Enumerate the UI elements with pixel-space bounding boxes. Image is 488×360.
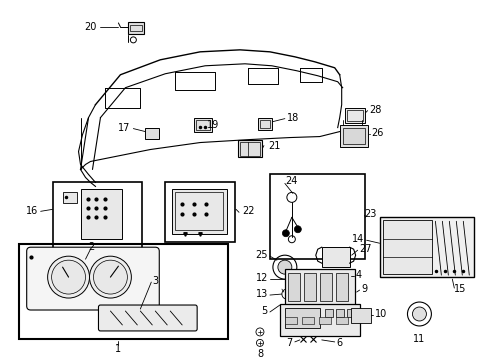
Circle shape	[277, 260, 291, 274]
Bar	[285, 308, 319, 328]
Bar	[342, 127, 364, 144]
Text: 19: 19	[207, 120, 219, 130]
Bar	[130, 25, 142, 31]
Bar	[324, 309, 332, 317]
Bar	[324, 272, 346, 294]
Ellipse shape	[52, 260, 85, 294]
Bar	[285, 269, 354, 307]
FancyBboxPatch shape	[350, 308, 370, 323]
Text: 20: 20	[84, 22, 97, 32]
Text: 22: 22	[242, 206, 254, 216]
FancyBboxPatch shape	[98, 305, 197, 331]
Bar	[128, 22, 144, 34]
Text: 13: 13	[255, 289, 267, 299]
Circle shape	[411, 307, 426, 321]
Circle shape	[294, 226, 301, 233]
Bar	[279, 304, 359, 336]
Circle shape	[282, 230, 289, 237]
Bar	[165, 183, 235, 242]
Text: 15: 15	[453, 284, 466, 294]
Bar	[175, 192, 223, 230]
Bar	[62, 192, 77, 203]
Text: 6: 6	[336, 338, 342, 348]
Ellipse shape	[47, 256, 89, 298]
Bar	[285, 317, 296, 324]
Text: 7: 7	[286, 338, 292, 348]
Bar	[196, 120, 210, 130]
Bar	[53, 183, 142, 252]
Bar	[379, 217, 473, 277]
Bar	[346, 309, 354, 317]
Bar	[319, 273, 331, 301]
Bar	[19, 244, 227, 339]
Text: 1: 1	[115, 344, 121, 354]
Bar	[194, 118, 212, 131]
Text: 2: 2	[88, 242, 95, 252]
Bar	[339, 125, 367, 147]
Bar	[287, 273, 299, 301]
Text: 18: 18	[286, 113, 299, 123]
Bar	[335, 273, 347, 301]
Bar	[260, 120, 269, 127]
Text: 25: 25	[255, 250, 267, 260]
Text: 21: 21	[267, 140, 280, 150]
Text: 16: 16	[26, 206, 39, 216]
Text: 12: 12	[255, 273, 267, 283]
Bar	[145, 127, 159, 139]
Bar	[303, 273, 315, 301]
Bar	[238, 140, 262, 157]
Bar	[172, 189, 226, 234]
Bar	[240, 141, 260, 156]
Text: 5: 5	[261, 306, 267, 316]
Bar	[318, 317, 330, 324]
Bar	[301, 317, 313, 324]
Bar	[269, 175, 364, 259]
Bar	[321, 247, 349, 267]
Ellipse shape	[93, 260, 127, 294]
Text: 14: 14	[352, 234, 364, 244]
Text: 23: 23	[364, 209, 376, 219]
Ellipse shape	[89, 256, 131, 298]
FancyBboxPatch shape	[27, 247, 159, 310]
Bar	[321, 269, 349, 297]
Bar	[382, 220, 431, 274]
Bar	[335, 309, 343, 317]
Bar	[81, 189, 122, 239]
Bar	[344, 108, 364, 123]
Text: 17: 17	[118, 123, 130, 132]
Text: 11: 11	[412, 334, 425, 344]
Text: 10: 10	[374, 309, 386, 319]
Bar	[335, 317, 347, 324]
Bar	[346, 110, 362, 121]
Text: 8: 8	[256, 349, 263, 359]
Text: 28: 28	[369, 105, 381, 114]
Text: 26: 26	[371, 127, 383, 138]
Text: 27: 27	[359, 244, 371, 254]
Text: 24: 24	[285, 176, 297, 186]
Bar	[258, 118, 271, 130]
Text: 9: 9	[361, 284, 367, 294]
Text: 4: 4	[355, 270, 361, 280]
Text: 3: 3	[152, 276, 158, 286]
